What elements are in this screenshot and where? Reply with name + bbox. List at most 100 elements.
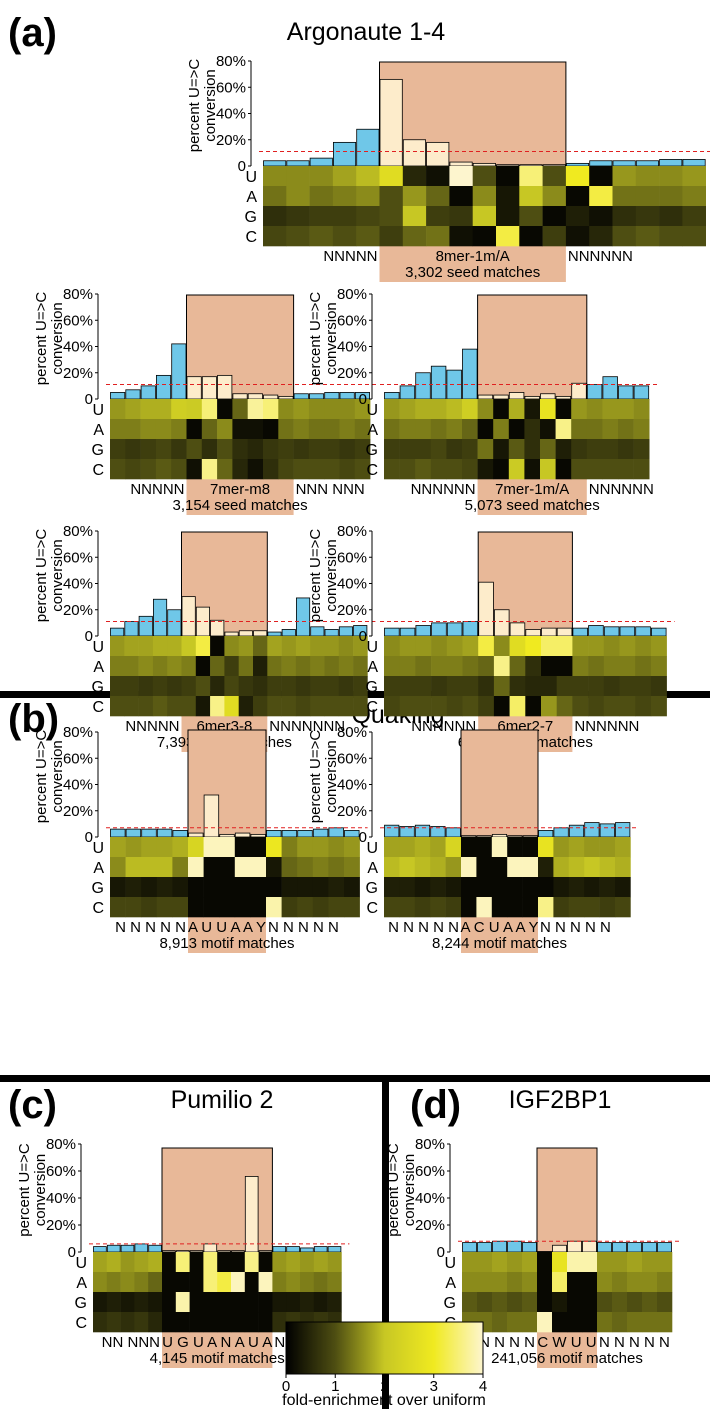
heatmap-cell [356,226,380,247]
heatmap-cell [556,696,573,717]
heatmap-cell [384,439,400,460]
heatmap-cell [234,897,251,918]
chart-panel-6: 020%40%60%80%percent U=>C conversionUAGCN… [33,724,368,953]
heatmap-cell [618,459,634,480]
heatmap-cell [217,419,233,440]
nucleotide-label: C [366,462,378,479]
heatmap-cell [555,459,572,480]
heatmap-cell [224,656,239,677]
motif-box [460,729,539,838]
heatmap-cell [657,1292,673,1313]
heatmap-cell [509,656,526,677]
heatmap-cell [328,857,345,878]
y-tick-label: 60% [63,750,93,767]
heatmap-cell [186,399,203,420]
heatmap-cell [110,636,125,657]
heatmap-cell [542,186,567,207]
heatmap-cell [189,1312,204,1333]
heatmap-cell [540,439,556,460]
heatmap-cell [462,636,479,657]
motif-label: 7mer-m8 [210,481,270,498]
heatmap-cell [167,656,182,677]
heatmap-cell [540,459,556,480]
heatmap-cell [538,857,554,878]
heatmap-cell [171,419,187,440]
colorbar-gradient [285,1321,484,1375]
heatmap-cell [682,166,706,187]
heatmap-cell [353,656,368,677]
bar [250,833,266,838]
heatmap-cell [615,877,631,898]
nucleotide-label: A [367,860,378,877]
nucleotide-label: U [366,402,378,419]
heatmap-cell [120,1292,135,1313]
y-tick-label: 40% [337,339,367,356]
heatmap-cell [430,399,447,420]
heatmap-cell [493,439,510,460]
nucleotide-label: G [366,679,378,696]
bar [568,824,585,838]
heatmap-cell [140,439,157,460]
heatmap-cell [603,696,620,717]
heatmap-cell [659,186,683,207]
heatmap-cell [106,1272,121,1293]
heatmap-cell [125,459,141,480]
heatmap-cell [186,419,203,440]
nucleotide-label: U [444,1255,456,1272]
heatmap-cell [522,1252,538,1273]
y-axis-label: conversion [49,539,66,612]
heatmap-cell [379,166,404,187]
bar [657,1242,672,1253]
motif-label-box [186,479,294,515]
heatmap-cell [324,676,340,697]
bar [552,1244,567,1253]
heatmap-cell [344,857,360,878]
heatmap-cell [538,837,554,858]
heatmap-cell [477,1292,493,1313]
bar [286,160,310,167]
heatmap-cell [125,897,142,918]
bar [134,1243,149,1253]
bar [582,1240,597,1253]
heatmap-cell [635,656,652,677]
bar [524,395,540,400]
heatmap-cell [324,656,340,677]
heatmap-cell [308,419,325,440]
bar [167,609,182,637]
heatmap-cell [138,656,154,677]
heatmap-cell [253,676,268,697]
heatmap-cell [171,439,187,460]
heatmap-cell [210,636,225,657]
bar [344,830,360,838]
heatmap-cell [297,897,314,918]
heatmap-cell [201,439,218,460]
heatmap-cell [308,399,325,420]
y-tick-label: 0 [85,829,93,846]
y-tick-label: 20% [46,1217,76,1234]
bar [141,828,157,838]
heatmap-cell [324,696,340,717]
heatmap-cell [188,897,204,918]
heatmap-cell [293,459,310,480]
heatmap-cell [430,857,446,878]
heatmap-cell [642,1272,658,1293]
bar [599,823,615,838]
heatmap-cell [203,1252,218,1273]
heatmap-cell [586,439,603,460]
heatmap-cell [478,676,495,697]
bar [566,162,590,167]
nucleotide-label: A [76,1275,87,1292]
heatmap-cell [278,399,294,420]
heatmap-cell [602,459,619,480]
heatmap-cell [542,166,567,187]
heatmap-cell [462,1252,478,1273]
heatmap-cell [110,439,126,460]
heatmap-cell [217,1312,232,1333]
heatmap-cell [542,226,567,247]
bar [152,598,168,637]
heatmap-cell [384,676,400,697]
nucleotide-label: A [93,659,104,676]
heatmap-cell [247,419,264,440]
heatmap-cell [244,1312,259,1333]
